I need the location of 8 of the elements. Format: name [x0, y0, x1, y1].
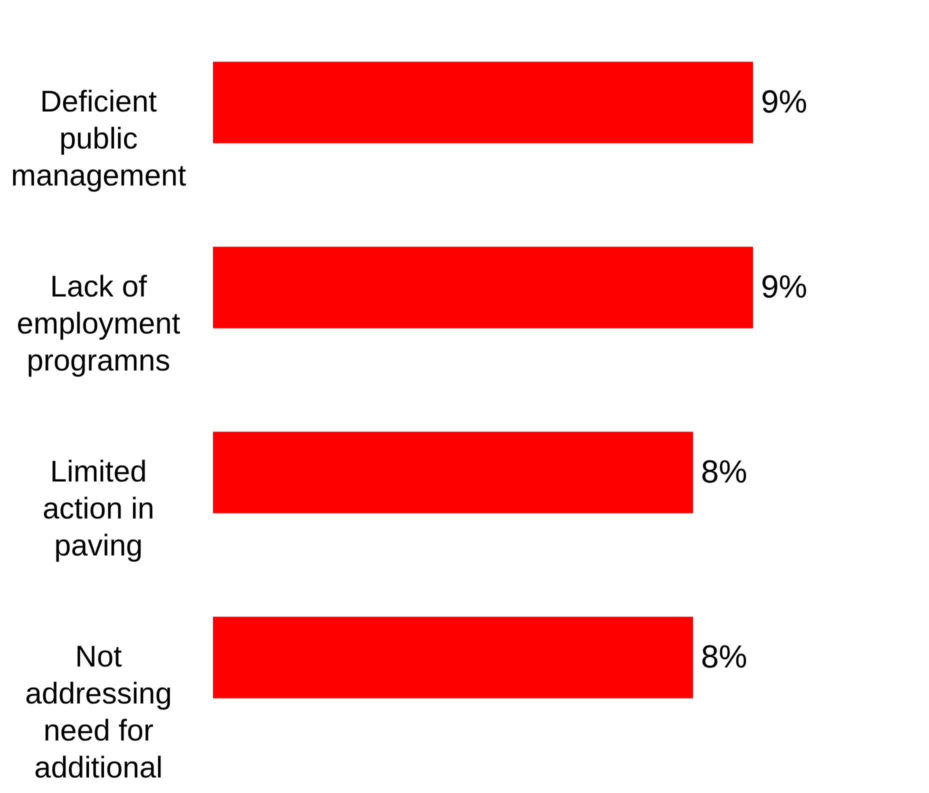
- data-label: 8%: [701, 454, 748, 490]
- y-tick-label: Deficient public management: [10, 86, 187, 192]
- data-label: 8%: [701, 638, 748, 674]
- y-tick-label: Lack of employment programns: [16, 270, 181, 378]
- data-label: 9%: [761, 268, 808, 304]
- y-tick-label: Limited action in paving: [42, 456, 154, 562]
- y-tick-label: Not addressing need for additional: [25, 640, 172, 784]
- data-label: 9%: [761, 84, 808, 120]
